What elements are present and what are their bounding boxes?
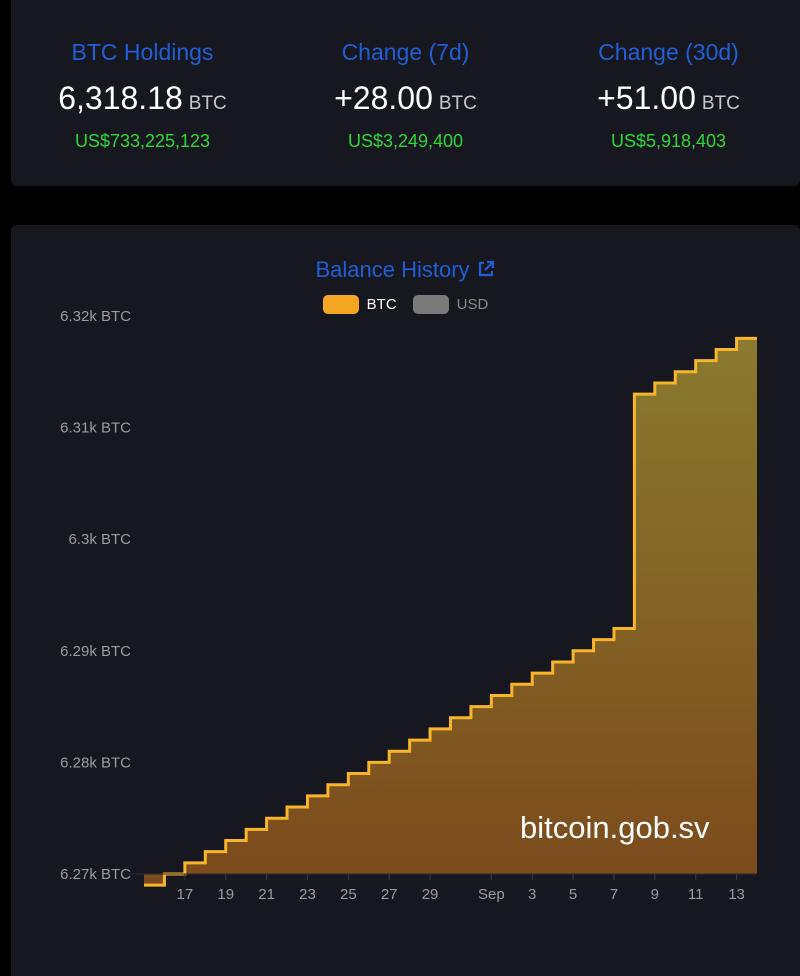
data-point[interactable]: [611, 625, 617, 631]
data-point[interactable]: [182, 860, 188, 866]
data-point[interactable]: [550, 659, 556, 665]
stat-change-30d: Change (30d) +51.00 BTC US$5,918,403: [537, 0, 800, 186]
stat-unit: BTC: [701, 93, 740, 114]
stat-unit: BTC: [188, 93, 227, 114]
stat-usd: US$5,918,403: [610, 131, 727, 151]
legend-label-usd: USD: [456, 296, 489, 313]
data-point[interactable]: [570, 648, 576, 654]
data-point[interactable]: [734, 335, 740, 341]
data-point[interactable]: [223, 838, 229, 844]
external-link-icon[interactable]: [476, 259, 496, 279]
x-tick-label: 27: [381, 886, 398, 903]
data-point[interactable]: [591, 637, 597, 643]
data-point[interactable]: [448, 715, 454, 721]
data-point[interactable]: [284, 804, 290, 810]
data-point[interactable]: [631, 391, 637, 397]
data-point[interactable]: [754, 335, 760, 341]
legend-item-usd[interactable]: USD: [412, 295, 489, 314]
data-point[interactable]: [509, 681, 515, 687]
x-tick-label: 23: [299, 886, 316, 903]
data-point[interactable]: [264, 815, 270, 821]
stat-label: Change (30d): [598, 39, 739, 65]
data-point[interactable]: [325, 782, 331, 788]
stat-change-7d: Change (7d) +28.00 BTC US$3,249,400: [274, 0, 537, 186]
x-tick-label: 25: [340, 886, 357, 903]
data-point[interactable]: [345, 771, 351, 777]
stat-usd: US$733,225,123: [74, 131, 211, 151]
data-point[interactable]: [141, 882, 147, 888]
x-tick-label: 21: [258, 886, 275, 903]
y-tick-label: 6.29k BTC: [60, 643, 131, 660]
stat-label: BTC Holdings: [71, 39, 214, 65]
data-point[interactable]: [488, 692, 494, 698]
y-tick-label: 6.27k BTC: [60, 866, 131, 883]
x-tick-label: 19: [217, 886, 234, 903]
data-point[interactable]: [366, 759, 372, 765]
data-point[interactable]: [693, 358, 699, 364]
data-point[interactable]: [386, 748, 392, 754]
x-tick-label: Sep: [478, 886, 505, 903]
y-tick-label: 6.32k BTC: [60, 308, 131, 325]
data-point[interactable]: [407, 737, 413, 743]
chart-legend: BTC USD: [11, 295, 800, 314]
data-point[interactable]: [202, 849, 208, 855]
data-point[interactable]: [652, 380, 658, 386]
stat-value: +28.00: [334, 80, 433, 116]
data-point[interactable]: [529, 670, 535, 676]
legend-swatch-usd: [412, 295, 449, 314]
data-point[interactable]: [468, 704, 474, 710]
x-tick-label: 17: [177, 886, 194, 903]
x-tick-label: 7: [610, 886, 618, 903]
stat-label: Change (7d): [341, 39, 470, 65]
stat-value: +51.00: [597, 80, 696, 116]
x-tick-label: 11: [688, 886, 704, 903]
legend-swatch-btc: [322, 295, 359, 314]
y-tick-label: 6.31k BTC: [60, 420, 131, 437]
balance-history-chart: 6.27k BTC 6.28k BTC 6.29k BTC 6.3k BTC 6.31k…: [60, 308, 760, 903]
legend-item-btc[interactable]: BTC: [322, 295, 397, 314]
x-tick-label: 5: [569, 886, 577, 903]
y-tick-label: 6.28k BTC: [60, 754, 131, 771]
x-tick-label: 3: [528, 886, 536, 903]
legend-label-btc: BTC: [366, 296, 397, 313]
series-area-btc: [144, 338, 757, 886]
y-tick-label: 6.3k BTC: [68, 531, 131, 548]
stat-unit: BTC: [438, 93, 477, 114]
watermark: bitcoin.gob.sv: [520, 810, 710, 845]
data-point[interactable]: [672, 369, 678, 375]
stat-btc-holdings: BTC Holdings 6,318.18 BTC US$733,225,123: [11, 0, 274, 186]
stats-card: BTC Holdings 6,318.18 BTC US$733,225,123 …: [11, 0, 800, 186]
x-tick-label: 29: [422, 886, 439, 903]
chart-card: 6.27k BTC 6.28k BTC 6.29k BTC 6.3k BTC 6.31k…: [11, 225, 800, 976]
data-point[interactable]: [427, 726, 433, 732]
stat-value: 6,318.18: [58, 80, 183, 116]
data-point[interactable]: [713, 346, 719, 352]
chart-title[interactable]: Balance History: [315, 257, 470, 282]
data-point[interactable]: [243, 826, 249, 832]
series-line-btc: [144, 336, 757, 887]
data-point[interactable]: [304, 793, 310, 799]
stat-usd: US$3,249,400: [347, 131, 464, 151]
x-tick-label: 13: [728, 886, 745, 903]
x-tick-label: 9: [651, 886, 659, 903]
